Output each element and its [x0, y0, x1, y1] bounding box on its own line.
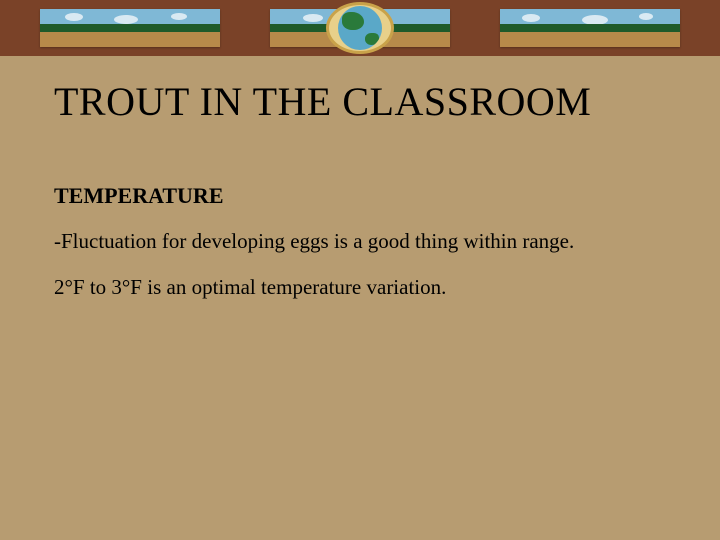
- content-area: TROUT IN THE CLASSROOM TEMPERATURE -Fluc…: [0, 56, 720, 540]
- ground: [40, 32, 220, 47]
- globe-icon: [325, 0, 395, 63]
- landscape-panel-right: [500, 9, 680, 47]
- banner: [0, 0, 720, 56]
- page-title: TROUT IN THE CLASSROOM: [54, 78, 666, 125]
- body-line-2: 2°F to 3°F is an optimal temperature var…: [54, 273, 666, 301]
- subheading: TEMPERATURE: [54, 183, 666, 209]
- landscape-panel-left: [40, 9, 220, 47]
- slide: TROUT IN THE CLASSROOM TEMPERATURE -Fluc…: [0, 0, 720, 540]
- body-line-1: -Fluctuation for developing eggs is a go…: [54, 227, 666, 255]
- clouds: [49, 12, 211, 23]
